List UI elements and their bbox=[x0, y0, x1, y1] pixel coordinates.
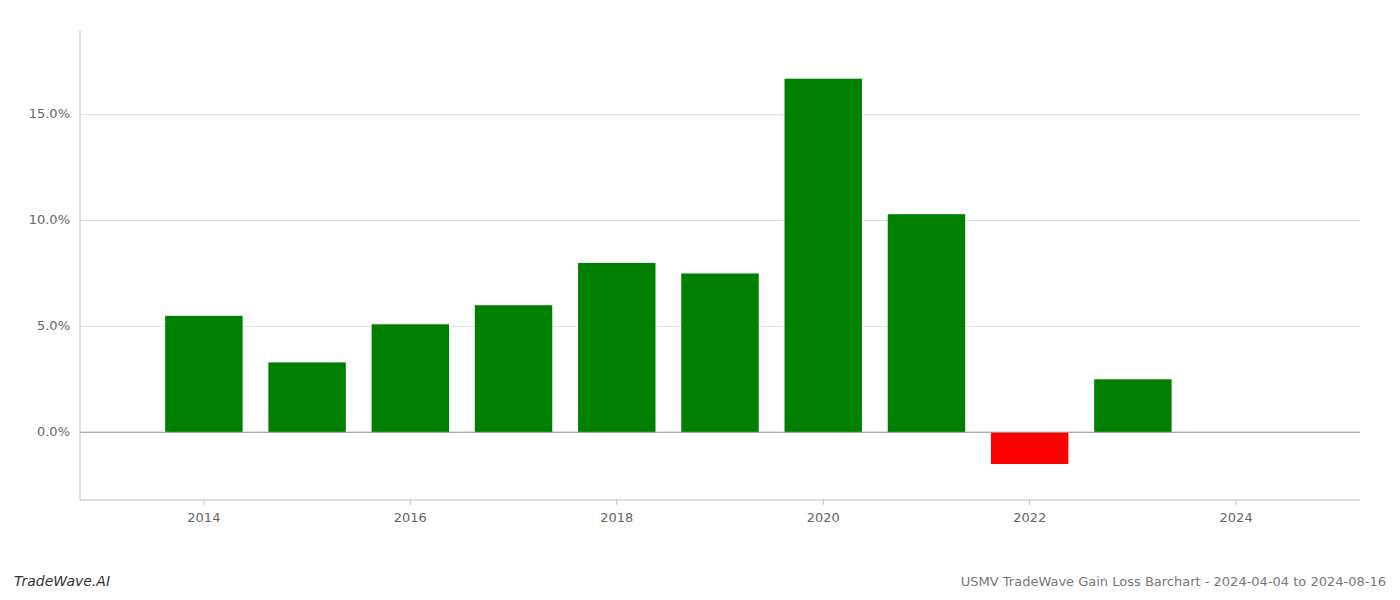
zero-line bbox=[80, 432, 1360, 433]
x-tick-label: 2014 bbox=[187, 510, 220, 525]
y-tick-label: 15.0% bbox=[29, 106, 70, 121]
chart-container: 0.0% 5.0% 10.0% 15.0% 2014 2016 2018 2020 2022 20… bbox=[0, 0, 1400, 600]
x-tick bbox=[410, 500, 411, 505]
bar bbox=[681, 273, 758, 432]
chart: 0.0% 5.0% 10.0% 15.0% 2014 2016 2018 2020 2022 20… bbox=[0, 0, 1400, 600]
bar bbox=[1094, 379, 1171, 432]
y-tick-label: 0.0% bbox=[37, 424, 70, 439]
bar bbox=[578, 263, 655, 432]
bar bbox=[268, 362, 345, 432]
bars bbox=[165, 79, 1171, 464]
x-tick bbox=[203, 500, 204, 505]
x-tick bbox=[1029, 500, 1030, 505]
background bbox=[0, 0, 1400, 600]
bar bbox=[372, 324, 449, 432]
y-axis-line bbox=[80, 30, 81, 500]
x-tick-label: 2022 bbox=[1013, 510, 1046, 525]
bar bbox=[888, 214, 965, 432]
footer-left: TradeWave.AI bbox=[14, 573, 110, 589]
x-tick-label: 2024 bbox=[1220, 510, 1253, 525]
grid-line bbox=[80, 220, 1360, 221]
x-tick bbox=[1236, 500, 1237, 505]
x-tick-label: 2016 bbox=[394, 510, 427, 525]
y-tick-label: 5.0% bbox=[37, 318, 70, 333]
x-tick-label: 2020 bbox=[807, 510, 840, 525]
bar bbox=[785, 79, 862, 433]
y-tick-label: 10.0% bbox=[29, 212, 70, 227]
bar bbox=[991, 432, 1068, 464]
grid-line bbox=[80, 114, 1360, 115]
grid-line bbox=[80, 432, 1360, 433]
x-tick bbox=[616, 500, 617, 505]
x-tick bbox=[823, 500, 824, 505]
y-grid bbox=[80, 115, 1360, 433]
x-axis-line bbox=[80, 500, 1360, 501]
footer-right: USMV TradeWave Gain Loss Barchart - 2024… bbox=[961, 574, 1386, 589]
bar bbox=[475, 305, 552, 432]
x-tick-label: 2018 bbox=[600, 510, 633, 525]
bar bbox=[165, 316, 242, 432]
